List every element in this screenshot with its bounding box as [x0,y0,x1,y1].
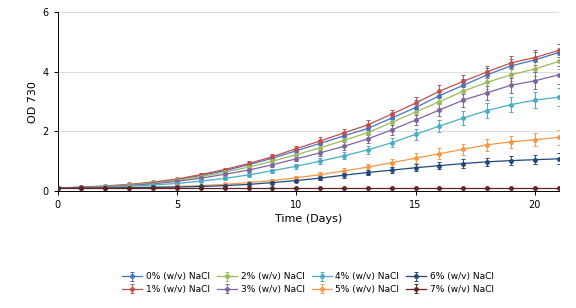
X-axis label: Time (Days): Time (Days) [275,214,342,224]
Y-axis label: OD 730: OD 730 [28,81,38,123]
Legend: 0% (w/v) NaCl, 1% (w/v) NaCl, 2% (w/v) NaCl, 3% (w/v) NaCl, 4% (w/v) NaCl, 5% (w: 0% (w/v) NaCl, 1% (w/v) NaCl, 2% (w/v) N… [120,270,496,296]
